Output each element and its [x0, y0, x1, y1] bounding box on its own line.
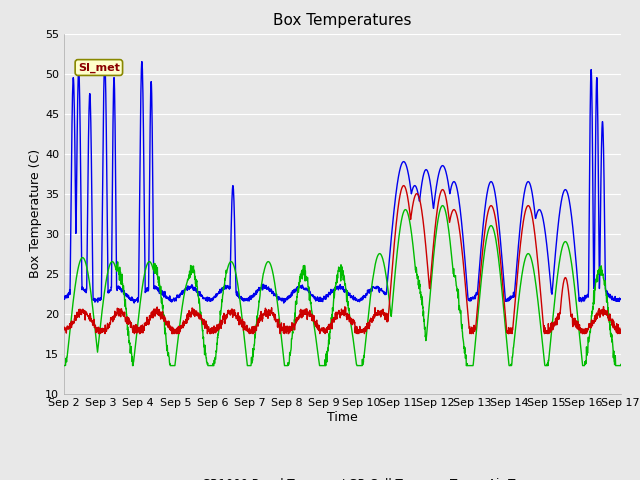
X-axis label: Time: Time: [327, 411, 358, 424]
Legend: CR1000 Panel T, LGR Cell T, Tower Air T: CR1000 Panel T, LGR Cell T, Tower Air T: [164, 473, 520, 480]
Title: Box Temperatures: Box Temperatures: [273, 13, 412, 28]
Y-axis label: Box Temperature (C): Box Temperature (C): [29, 149, 42, 278]
Text: SI_met: SI_met: [78, 62, 120, 72]
